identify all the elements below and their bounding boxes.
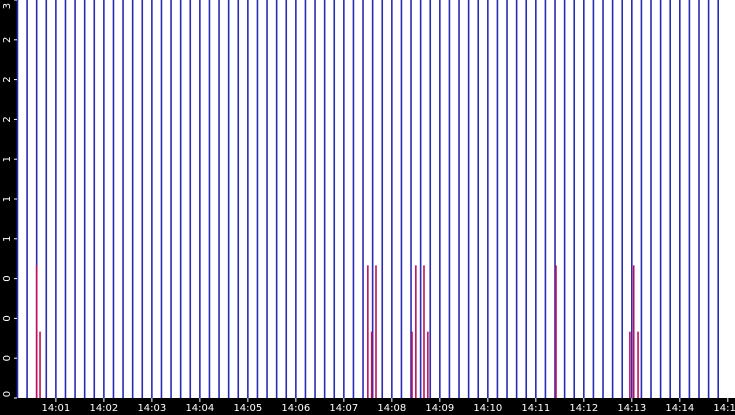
y-tick-label: 2: [2, 76, 13, 82]
x-tick-label: 14:10: [473, 403, 502, 414]
y-tick-label: 2: [2, 37, 13, 43]
y-tick-label: 0: [2, 355, 13, 361]
x-tick-label: 14:11: [521, 403, 550, 414]
y-tick-label: 0: [2, 315, 13, 321]
x-tick-label: 14:15: [713, 403, 735, 414]
x-tick-label: 14:12: [569, 403, 598, 414]
y-tick-label: 1: [2, 236, 13, 242]
y-tick-label: 1: [2, 196, 13, 202]
x-tick-label: 14:09: [425, 403, 454, 414]
y-tick-label: 0: [2, 275, 13, 281]
y-tick-label: 0: [2, 391, 13, 397]
y-axis-band: [0, 0, 17, 415]
y-tick-label: 2: [2, 116, 13, 122]
y-tick-label: 3: [2, 3, 13, 9]
x-tick-label: 14:13: [617, 403, 646, 414]
x-tick-label: 14:03: [137, 403, 166, 414]
x-tick-label: 14:01: [41, 403, 70, 414]
x-axis-band: [0, 398, 735, 415]
x-tick-label: 14:06: [281, 403, 310, 414]
x-tick-label: 14:08: [377, 403, 406, 414]
x-tick-label: 14:07: [329, 403, 358, 414]
x-tick-label: 14:14: [665, 403, 694, 414]
x-tick-label: 14:04: [185, 403, 214, 414]
x-tick-label: 14:05: [233, 403, 262, 414]
y-tick-label: 1: [2, 156, 13, 162]
x-tick-label: 14:02: [89, 403, 118, 414]
